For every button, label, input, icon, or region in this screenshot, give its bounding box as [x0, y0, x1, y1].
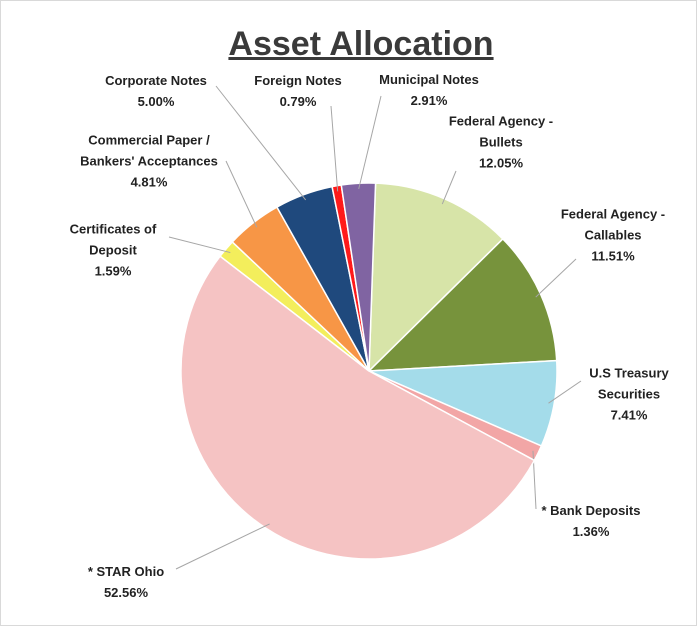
leader-line — [535, 258, 577, 298]
slice-name: Commercial Paper / Bankers' Acceptances — [80, 132, 218, 169]
pie-slice — [367, 237, 558, 372]
slice-label: Commercial Paper / Bankers' Acceptances 4… — [74, 130, 224, 193]
slice-name: Municipal Notes — [379, 72, 479, 87]
slice-label: Corporate Notes 5.00% — [86, 70, 226, 112]
pie-slice — [340, 182, 377, 372]
pie-slice — [180, 255, 536, 560]
slice-label: U.S Treasury Securities 7.41% — [579, 363, 679, 426]
slice-name: Federal Agency - Callables — [560, 206, 666, 243]
slice-label: Federal Agency - Bullets 12.05% — [441, 111, 561, 174]
slice-value: 0.79% — [279, 94, 317, 109]
slice-label: Foreign Notes 0.79% — [243, 70, 353, 112]
slice-label: * Bank Deposits 1.36% — [526, 500, 656, 542]
leader-line — [225, 160, 258, 228]
leader-line — [441, 170, 457, 205]
slice-value: 7.41% — [610, 407, 648, 423]
slice-label: Municipal Notes 2.91% — [364, 69, 494, 111]
slice-label: Federal Agency - Callables 11.51% — [553, 204, 673, 267]
slice-name: Federal Agency - Bullets — [448, 113, 554, 150]
slice-name: * Bank Deposits — [541, 503, 641, 518]
slice-value: 4.81% — [130, 174, 168, 190]
leader-line — [330, 105, 339, 192]
slice-value: 12.05% — [478, 155, 524, 171]
slice-name: U.S Treasury Securities — [589, 365, 669, 402]
slice-value: 1.36% — [572, 524, 610, 539]
chart-title: Asset Allocation — [228, 25, 494, 63]
leader-line — [548, 380, 582, 404]
slice-name: Foreign Notes — [254, 73, 342, 88]
leader-line — [168, 236, 231, 254]
slice-name: * STAR Ohio — [87, 564, 165, 579]
leader-line — [215, 85, 307, 201]
slice-value: 11.51% — [591, 248, 635, 264]
slice-name: Corporate Notes — [105, 73, 207, 88]
slice-value: 52.56% — [103, 585, 149, 600]
slice-label: * STAR Ohio 52.56% — [71, 561, 181, 603]
slice-label: Certificates of Deposit 1.59% — [58, 219, 168, 282]
leader-line — [358, 95, 382, 190]
slice-name: Certificates of Deposit — [69, 221, 157, 258]
slice-value: 5.00% — [137, 94, 175, 109]
slice-value: 2.91% — [410, 93, 448, 108]
slice-value: 1.59% — [94, 263, 132, 279]
leader-line — [175, 523, 270, 570]
